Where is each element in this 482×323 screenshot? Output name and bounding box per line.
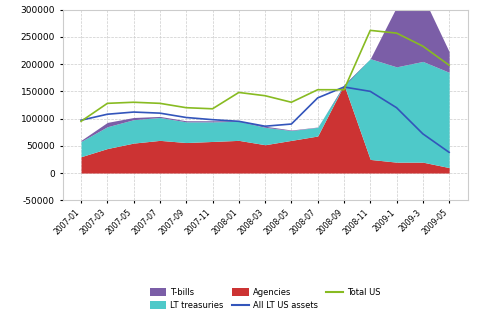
All LT US assets [315,96,321,100]
All LT US assets [262,124,268,128]
Total US [157,101,163,105]
Total US [341,88,347,92]
All LT US assets [289,122,295,126]
Total US [105,101,110,105]
Total US [131,100,136,104]
All LT US assets [367,89,373,93]
Total US [446,63,452,67]
Total US [78,120,84,123]
All LT US assets [183,116,189,120]
All LT US assets [394,106,400,109]
Total US [394,31,400,35]
Total US [262,94,268,98]
Total US [236,90,241,94]
Total US [315,88,321,92]
All LT US assets [341,85,347,89]
All LT US assets [157,111,163,115]
All LT US assets [446,151,452,154]
Line: All LT US assets: All LT US assets [81,87,449,152]
Total US [183,106,189,109]
Total US [289,100,295,104]
All LT US assets [78,118,84,122]
Total US [367,28,373,32]
All LT US assets [420,132,426,136]
All LT US assets [236,120,241,123]
All LT US assets [105,112,110,116]
All LT US assets [210,118,215,122]
Legend: T-bills, LT treasuries, Agencies, All LT US assets, Total US: T-bills, LT treasuries, Agencies, All LT… [146,285,384,313]
All LT US assets [131,110,136,114]
Line: Total US: Total US [81,30,449,121]
Total US [210,107,215,111]
Total US [420,44,426,48]
